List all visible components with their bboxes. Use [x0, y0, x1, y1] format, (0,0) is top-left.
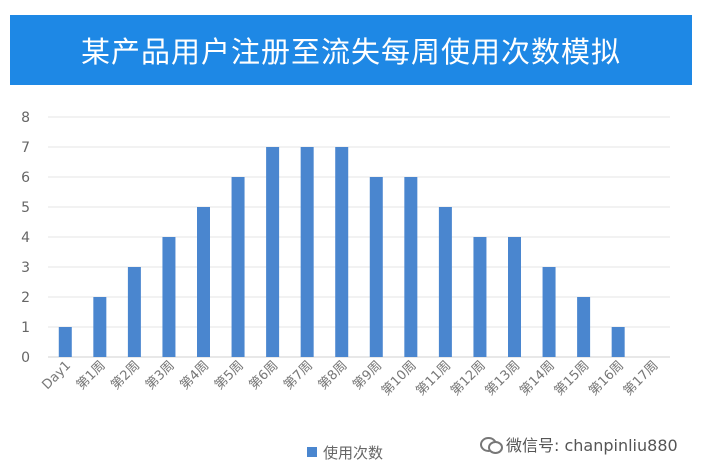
y-tick-label: 8 [21, 110, 30, 126]
y-tick-label: 2 [21, 290, 30, 306]
x-tick-label: 第14周 [517, 358, 558, 399]
x-tick-label: 第2周 [108, 358, 143, 393]
x-tick-label: 第4周 [177, 358, 212, 393]
bar [404, 177, 418, 357]
bar [127, 267, 141, 357]
legend: 使用次数 [307, 440, 383, 464]
x-tick-label: 第10周 [379, 358, 420, 399]
bar [300, 147, 314, 357]
y-tick-label: 1 [21, 320, 30, 336]
y-tick-label: 3 [21, 260, 30, 276]
y-tick-label: 0 [21, 350, 30, 366]
legend-label: 使用次数 [323, 443, 384, 462]
x-tick-label: 第13周 [483, 358, 524, 399]
legend-swatch [307, 447, 317, 457]
y-tick-label: 4 [21, 230, 30, 246]
x-tick-label: 第12周 [448, 358, 489, 399]
bar [93, 297, 107, 357]
x-tick-label: 第11周 [414, 358, 455, 399]
watermark-text: 微信号: chanpinliu880 [506, 436, 678, 455]
x-tick-label: 第7周 [281, 358, 316, 393]
bar [58, 327, 72, 357]
bar [577, 297, 591, 357]
bar [197, 207, 210, 357]
x-tick-label: 第5周 [212, 358, 247, 393]
chart-title: 某产品用户注册至流失每周使用次数模拟 [10, 15, 692, 85]
x-tick-label: 第8周 [316, 358, 351, 393]
bar [438, 207, 452, 357]
x-tick-label: Day1 [39, 358, 74, 393]
y-tick-label: 7 [21, 140, 30, 156]
x-tick-label: 第15周 [552, 358, 593, 399]
bar [508, 237, 521, 357]
wechat-icon [480, 435, 503, 454]
bar [231, 177, 245, 357]
watermark: 微信号: chanpinliu880 [480, 432, 678, 456]
x-tick-label: 第6周 [247, 358, 282, 393]
bar [335, 147, 349, 357]
x-tick-label: 第16周 [586, 358, 627, 399]
x-tick-label: 第1周 [74, 358, 109, 393]
x-tick-label: 第17周 [621, 358, 662, 399]
bar [369, 177, 383, 357]
bar [542, 267, 556, 357]
y-tick-label: 6 [21, 170, 30, 186]
y-tick-label: 5 [21, 200, 30, 216]
bar [162, 237, 176, 357]
bar [473, 237, 487, 357]
bar [266, 147, 280, 357]
bar [611, 327, 625, 357]
x-tick-label: 第3周 [143, 358, 178, 393]
